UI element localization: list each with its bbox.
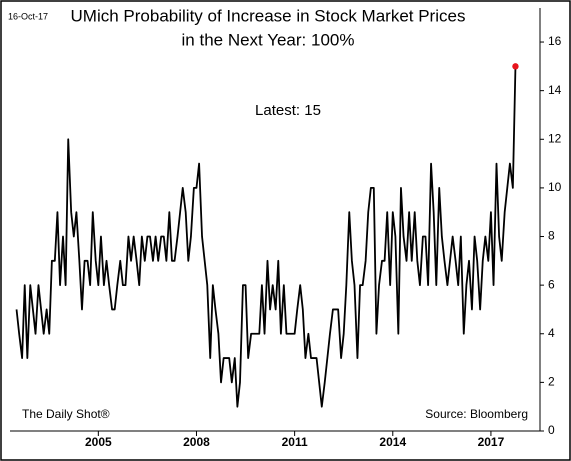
x-tick-label: 2011: [282, 435, 308, 449]
footer-left: The Daily Shot®: [22, 407, 110, 421]
x-tick-label: 2008: [183, 435, 210, 449]
x-tick-label: 2017: [478, 435, 505, 449]
latest-point: [512, 63, 519, 70]
y-tick-label: 2: [548, 375, 555, 389]
y-tick-label: 6: [548, 277, 555, 291]
chart-title: UMich Probability of Increase in Stock M…: [71, 6, 466, 25]
y-tick-label: 0: [548, 423, 555, 437]
x-tick-label: 2005: [85, 435, 112, 449]
chart-title: in the Next Year: 100%: [182, 30, 355, 49]
annotation: Latest: 15: [255, 102, 321, 119]
x-tick-label: 2014: [379, 435, 406, 449]
y-tick-label: 10: [548, 180, 562, 194]
y-tick-label: 8: [548, 229, 555, 243]
y-tick-label: 14: [548, 83, 562, 97]
y-tick-label: 16: [548, 34, 562, 48]
data-line: [15, 66, 517, 408]
y-tick-label: 12: [548, 131, 562, 145]
y-tick-label: 4: [548, 326, 555, 340]
footer-right: Source: Bloomberg: [425, 407, 528, 421]
date-label: 16-Oct-17: [8, 11, 48, 21]
